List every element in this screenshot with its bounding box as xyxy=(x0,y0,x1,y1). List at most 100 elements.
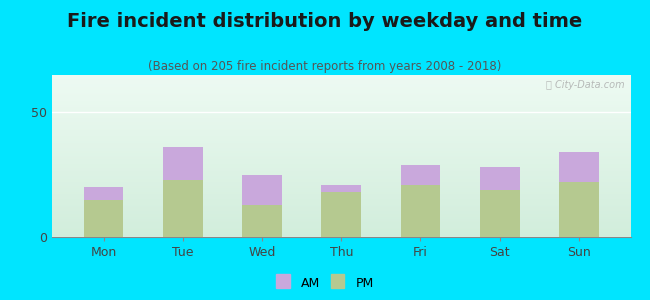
Bar xyxy=(52,188,630,190)
Bar xyxy=(52,134,630,136)
Bar xyxy=(52,100,630,102)
Bar xyxy=(52,132,630,133)
Bar xyxy=(52,214,630,215)
Bar xyxy=(52,191,630,193)
Bar xyxy=(84,187,124,200)
Bar xyxy=(52,163,630,164)
Bar xyxy=(52,225,630,226)
Bar xyxy=(52,133,630,134)
Bar xyxy=(52,94,630,95)
Bar xyxy=(52,119,630,121)
Bar xyxy=(52,201,630,202)
Bar xyxy=(242,205,282,237)
Bar xyxy=(52,199,630,201)
Bar xyxy=(480,190,519,237)
Bar xyxy=(52,222,630,224)
Bar xyxy=(52,168,630,170)
Bar xyxy=(52,118,630,119)
Bar xyxy=(163,180,203,237)
Bar xyxy=(52,167,630,168)
Bar xyxy=(52,84,630,86)
Bar xyxy=(52,116,630,117)
Bar xyxy=(242,175,282,205)
Bar xyxy=(52,106,630,107)
Bar xyxy=(52,161,630,163)
Bar xyxy=(52,148,630,149)
Bar xyxy=(52,129,630,130)
Bar xyxy=(52,147,630,148)
Bar xyxy=(52,76,630,78)
Bar xyxy=(52,153,630,155)
Bar xyxy=(52,141,630,142)
Bar xyxy=(322,192,361,237)
Bar xyxy=(52,232,630,233)
Bar xyxy=(52,79,630,80)
Bar xyxy=(52,215,630,217)
Bar xyxy=(400,165,440,185)
Bar xyxy=(52,152,630,153)
Bar xyxy=(52,107,630,109)
Bar xyxy=(52,175,630,176)
Bar xyxy=(52,142,630,144)
Bar xyxy=(52,213,630,214)
Bar xyxy=(52,157,630,159)
Bar xyxy=(52,136,630,137)
Bar xyxy=(84,200,124,237)
Bar xyxy=(52,149,630,151)
Bar xyxy=(52,159,630,160)
Bar xyxy=(52,184,630,186)
Bar xyxy=(52,176,630,178)
Bar xyxy=(52,121,630,122)
Bar xyxy=(400,185,440,237)
Bar xyxy=(52,112,630,113)
Bar xyxy=(52,186,630,187)
Bar xyxy=(52,105,630,106)
Bar xyxy=(52,166,630,167)
Bar xyxy=(52,194,630,195)
Bar xyxy=(52,80,630,82)
Bar xyxy=(163,147,203,180)
Text: Fire incident distribution by weekday and time: Fire incident distribution by weekday an… xyxy=(68,12,582,31)
Bar xyxy=(52,230,630,232)
Bar xyxy=(52,209,630,210)
Bar xyxy=(52,155,630,156)
Bar xyxy=(52,195,630,196)
Bar xyxy=(52,78,630,79)
Text: Ⓜ City-Data.com: Ⓜ City-Data.com xyxy=(546,80,625,90)
Bar xyxy=(52,88,630,90)
Bar xyxy=(52,202,630,203)
Bar xyxy=(52,173,630,175)
Bar xyxy=(52,103,630,105)
Bar xyxy=(52,221,630,222)
Bar xyxy=(52,117,630,118)
Bar xyxy=(52,122,630,124)
Bar xyxy=(52,187,630,188)
Bar xyxy=(52,128,630,129)
Bar xyxy=(52,97,630,98)
Bar xyxy=(52,140,630,141)
Bar xyxy=(52,139,630,140)
Bar xyxy=(52,110,630,112)
Bar xyxy=(52,109,630,110)
Bar xyxy=(52,114,630,116)
Bar xyxy=(559,182,599,237)
Text: (Based on 205 fire incident reports from years 2008 - 2018): (Based on 205 fire incident reports from… xyxy=(148,60,502,73)
Bar xyxy=(52,113,630,114)
Bar xyxy=(52,207,630,209)
Bar xyxy=(52,203,630,205)
Bar xyxy=(52,224,630,225)
Bar xyxy=(52,220,630,221)
Bar xyxy=(52,190,630,191)
Bar xyxy=(52,212,630,213)
Bar xyxy=(52,164,630,166)
Bar xyxy=(52,137,630,139)
Bar xyxy=(52,210,630,212)
Bar xyxy=(52,86,630,87)
Bar xyxy=(52,229,630,230)
Bar xyxy=(52,183,630,184)
Bar xyxy=(52,82,630,83)
Bar xyxy=(52,180,630,182)
Bar xyxy=(480,167,519,190)
Bar xyxy=(52,87,630,88)
Bar xyxy=(52,196,630,198)
